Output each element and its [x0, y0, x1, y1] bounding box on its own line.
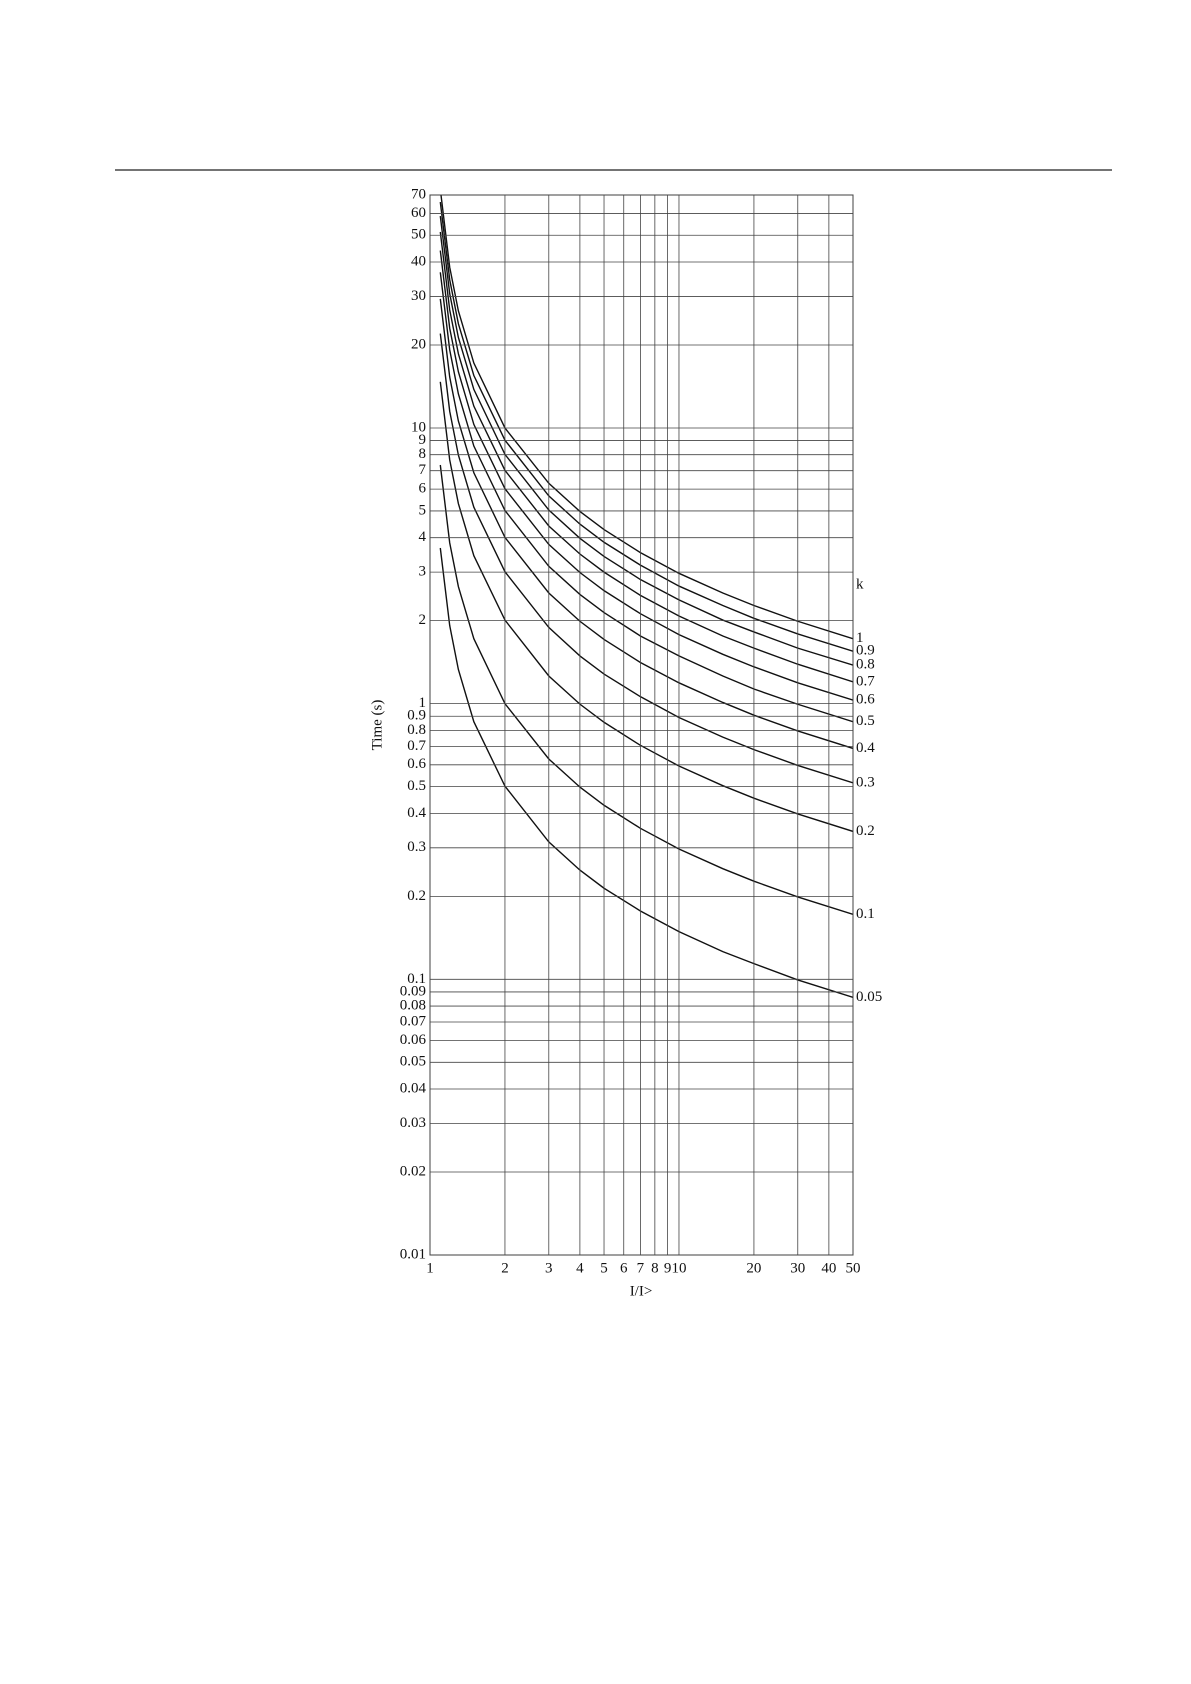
y-tick-label: 0.8: [407, 722, 426, 738]
x-tick-label: 8: [651, 1260, 659, 1276]
x-tick-label: 7: [637, 1260, 645, 1276]
y-tick-label: 2: [419, 612, 427, 628]
curve-label: 0.8: [856, 657, 875, 673]
curve: [439, 215, 853, 666]
curve-label: 0.3: [856, 774, 875, 790]
curve-label: 0.4: [856, 740, 875, 756]
y-axis-title: Time (s): [369, 700, 385, 751]
curve-label: 0.2: [856, 823, 875, 839]
x-tick-label: 9: [664, 1260, 672, 1276]
y-tick-label: 50: [411, 227, 426, 243]
curve-label: 1: [856, 630, 864, 646]
y-tick-label: 0.05: [400, 1054, 426, 1070]
y-tick-label: 0.07: [400, 1013, 427, 1029]
y-tick-label: 60: [411, 205, 426, 221]
y-tick-label: 0.4: [407, 805, 426, 821]
curve: [439, 272, 853, 723]
y-tick-label: 6: [419, 481, 427, 497]
x-tick-label: 5: [600, 1260, 608, 1276]
legend-title: k: [856, 576, 864, 592]
y-tick-label: 0.6: [407, 756, 426, 772]
y-tick-label: 8: [419, 446, 427, 462]
y-tick-label: 0.7: [407, 738, 426, 754]
plot-frame: [429, 194, 854, 1256]
curve: [439, 547, 853, 999]
y-tick-label: 0.06: [400, 1032, 427, 1048]
x-tick-label: 20: [746, 1260, 761, 1276]
y-tick-label: 0.3: [407, 839, 426, 855]
curve-label: 0.1: [856, 906, 875, 922]
y-tick-label: 0.9: [407, 708, 426, 724]
curve-label: 0.6: [856, 692, 875, 708]
y-tick-label: 0.01: [400, 1246, 426, 1262]
y-tick-label: 0.5: [407, 778, 426, 794]
y-tick-label: 9: [419, 432, 427, 448]
curve: [439, 381, 853, 833]
y-tick-label: 40: [411, 253, 426, 269]
curve-label: 0.9: [856, 643, 875, 659]
y-tick-label: 0.02: [400, 1163, 426, 1179]
y-tick-label: 3: [419, 564, 427, 580]
x-tick-label: 4: [576, 1260, 584, 1276]
y-tick-label: 0.1: [407, 971, 426, 987]
curve: [439, 333, 853, 784]
y-tick-label: 0.03: [400, 1115, 426, 1131]
x-tick-label: 2: [501, 1260, 509, 1276]
y-tick-label: 5: [419, 502, 427, 518]
curve: [439, 231, 853, 683]
x-tick-label: 6: [620, 1260, 628, 1276]
y-tick-label: 10: [411, 419, 426, 435]
curve: [439, 201, 853, 652]
curve-label: 0.5: [856, 713, 875, 729]
y-tick-label: 30: [411, 288, 426, 304]
y-tick-label: 0.08: [400, 997, 426, 1013]
y-tick-label: 4: [419, 529, 427, 545]
curve: [439, 250, 853, 701]
curves: [439, 195, 853, 999]
curve-label: 0.7: [856, 673, 875, 689]
curve-label: 0.05: [856, 989, 882, 1005]
y-tick-label: 0.2: [407, 888, 426, 904]
x-tick-label: 50: [846, 1260, 861, 1276]
y-tick-label: 1: [419, 695, 427, 711]
y-tick-label: 0.04: [400, 1080, 427, 1096]
x-tick-label: 1: [426, 1260, 434, 1276]
x-tick-label: 40: [821, 1260, 836, 1276]
x-tick-label: 30: [790, 1260, 805, 1276]
x-tick-label: 3: [545, 1260, 553, 1276]
y-tick-label: 20: [411, 336, 426, 352]
curve: [439, 464, 853, 916]
x-axis-title: I/I>: [630, 1283, 653, 1299]
y-tick-label: 0.09: [400, 983, 426, 999]
y-tick-label: 70: [411, 186, 426, 202]
y-tick-label: 7: [419, 462, 427, 478]
x-tick-label: 10: [671, 1260, 686, 1276]
curve: [440, 195, 853, 640]
curve: [439, 298, 853, 750]
